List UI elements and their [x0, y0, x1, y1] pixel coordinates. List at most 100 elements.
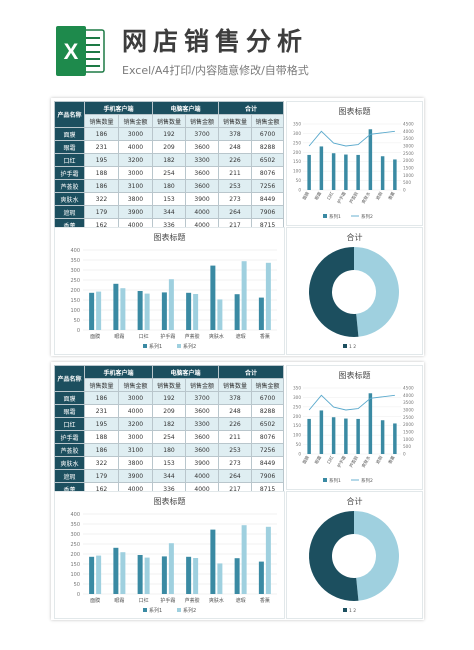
value-cell: 3900 [117, 205, 154, 219]
y-tick-label: 150 [293, 423, 301, 428]
value-cell: 3000 [117, 391, 154, 405]
legend-label: 系列1 [149, 607, 162, 614]
bar [217, 299, 223, 330]
donut-slice [309, 247, 359, 337]
table-row: 芦荟胶 186 3100 180 3600 253 7256 [54, 179, 285, 193]
column-header-qty: 销售数量 [218, 114, 253, 128]
value-cell: 3800 [117, 456, 154, 470]
product-name-cell: 遮瑕 [54, 205, 85, 219]
bar [210, 529, 216, 594]
value-cell: 3900 [185, 456, 220, 470]
bar [113, 547, 119, 594]
y-tick-label: 300 [70, 268, 80, 274]
y-tick-label: 200 [70, 288, 80, 294]
y-tick-label: 400 [70, 512, 80, 518]
x-tick-label: 香薰 [260, 597, 270, 604]
bar [356, 418, 360, 454]
bar [120, 288, 126, 330]
value-cell: 231 [84, 140, 119, 154]
y-tick-label: 350 [293, 386, 301, 391]
legend-label: 系列2 [183, 343, 196, 350]
value-cell: 6700 [251, 127, 285, 141]
column-header-amount: 销售金额 [251, 378, 285, 392]
product-name-cell: 面膜 [54, 127, 85, 141]
bar [89, 556, 95, 594]
bar [144, 557, 150, 594]
x-tick-label: 芦荟胶 [348, 455, 360, 469]
legend-swatch [177, 344, 181, 348]
bar [168, 279, 174, 330]
bar [137, 555, 143, 594]
value-cell: 195 [84, 153, 119, 167]
bar [393, 159, 397, 190]
x-tick-label: 护手霜 [160, 333, 175, 340]
bar [344, 418, 348, 454]
table-row: 芦荟胶 186 3100 180 3600 253 7256 [54, 443, 285, 457]
y-tick-label: 100 [70, 572, 80, 578]
bar [96, 291, 102, 330]
value-cell: 3300 [185, 417, 220, 431]
value-cell: 264 [218, 205, 253, 219]
y2-tick-label: 4500 [403, 386, 414, 391]
x-tick-label: 遮瑕 [374, 454, 385, 465]
table-row: 眼霜 231 4000 209 3600 248 8288 [54, 404, 285, 418]
value-cell: 4000 [185, 205, 220, 219]
bar [234, 294, 240, 330]
value-cell: 3600 [185, 179, 220, 193]
column-group-desktop: 电脑客户端 [152, 101, 220, 115]
bar [217, 563, 223, 594]
y-tick-label: 200 [293, 150, 301, 155]
report-sheet-2: 产品名称 手机客户端 电脑客户端 合计 销售数量 销售金额 销售数量 销售金额 销售数量 销售金额… [51, 362, 424, 620]
value-cell: 3600 [185, 140, 220, 154]
x-tick-label: 芦荟胶 [185, 333, 200, 340]
table-row: 遮瑕 179 3900 344 4000 264 7906 [54, 469, 285, 483]
y2-tick-label: 1500 [403, 430, 414, 435]
column-header-qty: 销售数量 [84, 114, 119, 128]
y2-tick-label: 1000 [403, 437, 414, 442]
value-cell: 180 [152, 443, 187, 457]
table-row: 眼霜 231 4000 209 3600 248 8288 [54, 140, 285, 154]
x-tick-label: 面膜 [301, 191, 311, 202]
y2-tick-label: 3500 [403, 400, 414, 405]
x-tick-label: 眼霜 [114, 334, 124, 340]
y-tick-label: 250 [70, 278, 80, 284]
legend-swatch [323, 478, 327, 482]
y2-tick-label: 3000 [403, 144, 414, 149]
x-tick-label: 芦荟胶 [348, 191, 360, 205]
value-cell: 3000 [117, 127, 154, 141]
value-cell: 322 [84, 192, 119, 206]
y-tick-label: 150 [293, 159, 301, 164]
value-cell: 248 [218, 404, 253, 418]
column-header-product: 产品名称 [54, 101, 85, 128]
bar [168, 543, 174, 594]
legend-swatch [343, 344, 347, 348]
x-tick-label: 爽肤水 [209, 597, 224, 604]
product-name-cell: 眼霜 [54, 404, 85, 418]
value-cell: 3900 [117, 469, 154, 483]
product-name-cell: 芦荟胶 [54, 443, 85, 457]
chart-title: 合计 [346, 233, 363, 242]
product-name-cell: 口红 [54, 417, 85, 431]
column-group-mobile: 手机客户端 [83, 365, 154, 379]
column-header-amount: 销售金额 [251, 114, 285, 128]
line-series [308, 394, 395, 411]
column-header-qty: 销售数量 [152, 114, 187, 128]
donut-slice [354, 511, 400, 601]
value-cell: 209 [152, 404, 187, 418]
column-group-mobile: 手机客户端 [83, 101, 154, 115]
table-row: 爽肤水 322 3800 153 3900 273 8449 [54, 456, 285, 470]
legend-label: 系列1 [329, 213, 341, 220]
table-row: 口红 195 3200 182 3300 226 6502 [54, 417, 285, 431]
column-group-desktop: 电脑客户端 [152, 365, 220, 379]
bar [144, 293, 150, 330]
y-tick-label: 150 [70, 298, 80, 304]
y2-tick-label: 1500 [403, 166, 414, 171]
value-cell: 179 [84, 469, 119, 483]
value-cell: 8076 [251, 166, 285, 180]
table-row: 爽肤水 322 3800 153 3900 273 8449 [54, 192, 285, 206]
value-cell: 264 [218, 469, 253, 483]
y-tick-label: 100 [293, 433, 301, 438]
bar [96, 555, 102, 594]
value-cell: 192 [152, 127, 187, 141]
value-cell: 3200 [117, 417, 154, 431]
